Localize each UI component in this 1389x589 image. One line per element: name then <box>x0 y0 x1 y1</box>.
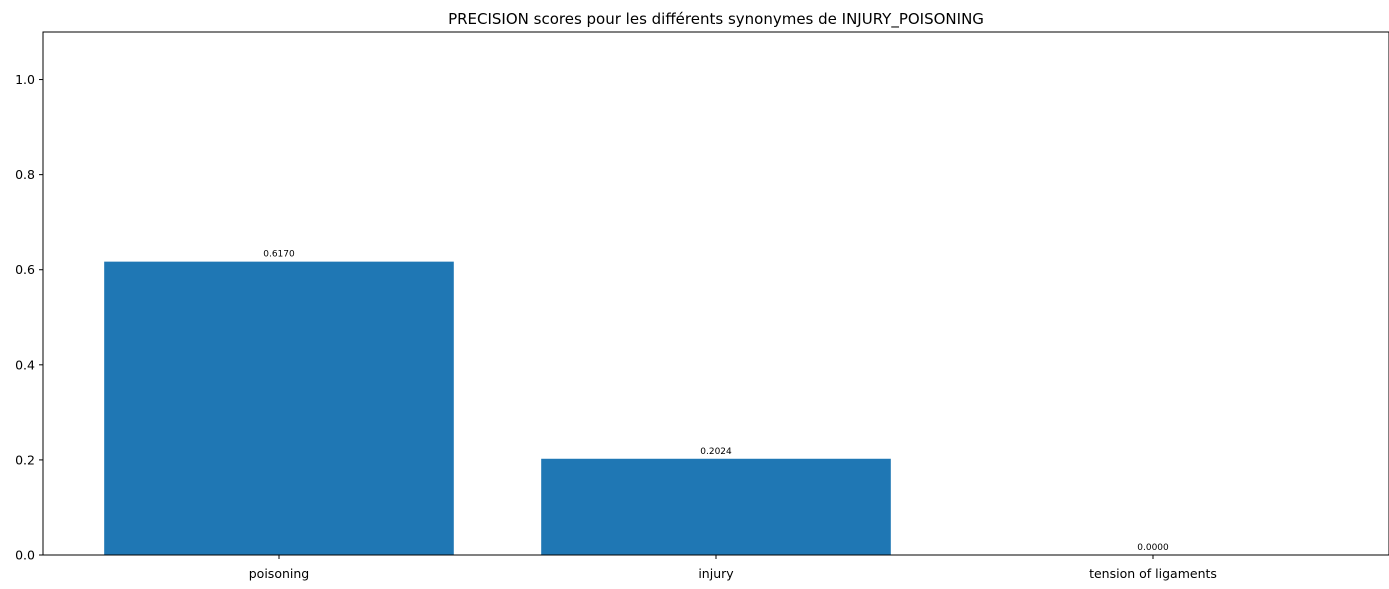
data-label: 0.2024 <box>700 447 732 457</box>
y-tick-label: 0.6 <box>15 262 35 277</box>
plot-frame <box>42 31 1389 556</box>
y-axis: 0.0 0.2 0.4 0.6 0.8 1.0 <box>15 72 43 563</box>
bar-injury <box>541 458 891 555</box>
data-label: 0.6170 <box>263 250 295 260</box>
y-tick-label: 1.0 <box>15 72 35 87</box>
y-tick-label: 0.2 <box>15 452 35 467</box>
bar-poisoning <box>104 261 454 555</box>
chart-title: PRECISION scores pour les différents syn… <box>448 10 984 29</box>
bars-group <box>104 261 891 555</box>
x-tick-label: poisoning <box>249 566 309 581</box>
y-tick-label: 0.4 <box>15 357 35 372</box>
data-label: 0.0000 <box>1137 543 1169 553</box>
x-tick-label: tension of ligaments <box>1089 566 1217 581</box>
y-tick-label: 0.8 <box>15 167 35 182</box>
x-tick-label: injury <box>698 566 734 581</box>
data-labels-group: 0.6170 0.2024 0.0000 <box>263 250 1169 553</box>
x-axis: poisoning injury tension of ligaments <box>249 555 1217 581</box>
y-tick-label: 0.0 <box>15 548 35 563</box>
